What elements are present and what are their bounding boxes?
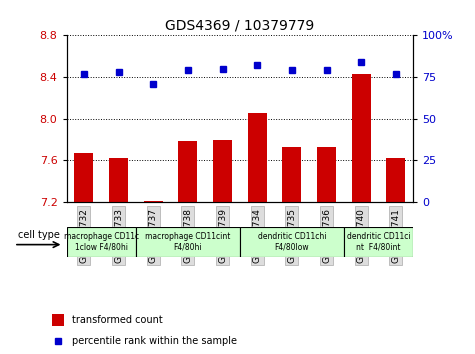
Title: GDS4369 / 10379779: GDS4369 / 10379779 <box>165 19 314 33</box>
Text: percentile rank within the sample: percentile rank within the sample <box>72 336 237 346</box>
Text: macrophage CD11cint
F4/80hi: macrophage CD11cint F4/80hi <box>145 232 230 251</box>
Bar <box>247 113 267 202</box>
Bar <box>344 227 413 257</box>
Bar <box>109 158 128 202</box>
Bar <box>213 141 232 202</box>
Bar <box>178 142 198 202</box>
Bar <box>282 147 302 202</box>
Bar <box>317 147 336 202</box>
Text: dendritic CD11chi
F4/80low: dendritic CD11chi F4/80low <box>257 232 326 251</box>
Bar <box>74 153 94 202</box>
Text: macrophage CD11c
1clow F4/80hi: macrophage CD11c 1clow F4/80hi <box>64 232 139 251</box>
Bar <box>143 201 163 202</box>
Text: dendritic CD11ci
nt  F4/80int: dendritic CD11ci nt F4/80int <box>347 232 410 251</box>
Bar <box>136 227 240 257</box>
Text: transformed count: transformed count <box>72 315 162 325</box>
Bar <box>386 158 406 202</box>
Bar <box>240 227 344 257</box>
Text: cell type: cell type <box>18 230 60 240</box>
Bar <box>352 74 371 202</box>
Bar <box>51 314 64 326</box>
Bar <box>66 227 136 257</box>
